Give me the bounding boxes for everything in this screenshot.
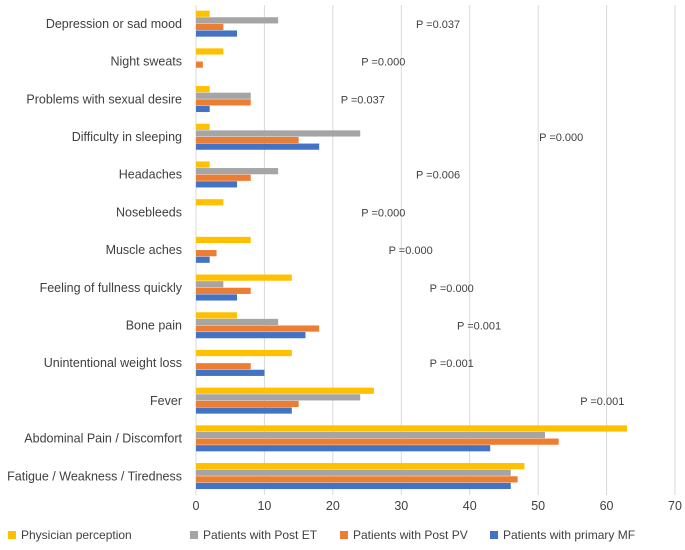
bar [196, 312, 238, 319]
bar [196, 431, 545, 439]
bar [196, 394, 361, 401]
bar [196, 318, 279, 326]
legend-swatch [490, 531, 498, 539]
bar [196, 130, 361, 137]
x-axis-ticks: 0 10 20 30 40 50 60 70 [193, 499, 682, 513]
bar [196, 469, 511, 476]
bar [196, 86, 210, 93]
category-label: Bone pain [126, 318, 182, 332]
bar [196, 17, 279, 24]
bar [196, 363, 251, 370]
x-tick-label: 50 [531, 499, 545, 513]
bar [196, 181, 238, 188]
p-value-label: P =0.000 [361, 207, 405, 219]
bar [196, 161, 210, 168]
p-value-label: P =0.006 [416, 170, 460, 182]
bar [196, 400, 299, 408]
bar [196, 438, 559, 445]
x-tick-label: 60 [600, 499, 614, 513]
bar [196, 256, 210, 263]
bar [196, 48, 224, 55]
p-value-label: P =0.000 [430, 283, 474, 295]
bar [196, 463, 525, 470]
p-value-label: P =0.001 [457, 320, 501, 332]
legend-swatch [340, 531, 348, 539]
x-tick-label: 30 [394, 499, 408, 513]
p-value-label: P =0.000 [361, 57, 405, 69]
category-labels: Depression or sad mood Night sweats Proble… [7, 17, 183, 483]
bar [196, 281, 224, 288]
bar [196, 387, 374, 394]
bar [196, 236, 251, 244]
bar [196, 143, 320, 150]
bar [196, 482, 511, 490]
legend: Physician perception Patients with Post E… [8, 528, 635, 542]
bar [196, 476, 518, 483]
bar [196, 294, 238, 301]
bar [196, 30, 238, 37]
bar [196, 369, 265, 376]
x-tick-label: 70 [668, 499, 682, 513]
category-label: Fatigue / Weakness / Tiredness [7, 469, 182, 483]
bar [196, 407, 292, 414]
category-label: Problems with sexual desire [26, 92, 182, 106]
legend-swatch [190, 531, 198, 539]
bar [196, 287, 251, 294]
grid-lines [195, 5, 676, 496]
bar [196, 325, 320, 332]
category-label: Feeling of fullness quickly [40, 281, 183, 295]
legend-swatch [8, 531, 16, 539]
p-value-label: P =0.000 [389, 245, 433, 257]
category-label: Difficulty in sleeping [72, 130, 182, 144]
bar [196, 332, 306, 339]
bar [196, 136, 299, 144]
bar [196, 274, 292, 281]
bar [196, 92, 251, 99]
bar [196, 123, 210, 130]
legend-label: Physician perception [21, 528, 132, 542]
bar [196, 23, 224, 31]
p-value-label: P =0.001 [430, 358, 474, 370]
p-value-label: P =0.000 [539, 132, 583, 144]
category-label: Depression or sad mood [46, 17, 182, 31]
bar [196, 105, 210, 113]
legend-label: Patients with Post ET [203, 528, 318, 542]
bar [196, 10, 210, 17]
legend-label: Patients with primary MF [503, 528, 635, 542]
bar [196, 425, 628, 432]
p-value-annotations: P =0.037 P =0.000 P =0.037 P =0.000 P =0.006… [341, 19, 625, 408]
bar [196, 61, 203, 68]
category-label: Muscle aches [106, 243, 182, 257]
category-label: Night sweats [110, 55, 182, 69]
bar [196, 99, 251, 106]
category-label: Nosebleeds [116, 205, 182, 219]
p-value-label: P =0.001 [580, 396, 624, 408]
bar [196, 199, 224, 206]
bar [196, 174, 251, 181]
x-tick-label: 0 [193, 499, 200, 513]
p-value-label: P =0.037 [416, 19, 460, 31]
p-value-label: P =0.037 [341, 94, 385, 106]
category-label: Headaches [119, 168, 182, 182]
legend-label: Patients with Post PV [353, 528, 468, 542]
bar [196, 445, 491, 452]
bar [196, 168, 279, 175]
category-label: Unintentional weight loss [44, 356, 182, 370]
bar [196, 250, 217, 257]
bar [196, 349, 292, 357]
category-label: Fever [150, 394, 182, 408]
x-tick-label: 10 [257, 499, 271, 513]
category-label: Abdominal Pain / Discomfort [24, 432, 182, 446]
bars [196, 10, 628, 490]
x-tick-label: 20 [326, 499, 340, 513]
x-tick-label: 40 [463, 499, 477, 513]
